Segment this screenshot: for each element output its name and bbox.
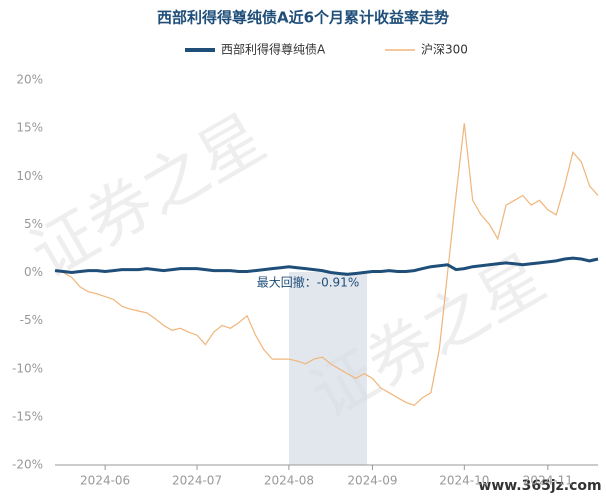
series-line bbox=[54, 256, 599, 276]
drawdown-shade bbox=[289, 272, 367, 465]
y-tick-label: 10% bbox=[16, 169, 43, 183]
series-line bbox=[54, 123, 599, 406]
watermark: 证券之星 bbox=[19, 101, 278, 293]
chart-title: 西部利得得尊纯债A近6个月累计收益率走势 bbox=[157, 9, 449, 27]
x-tick-label: 2024-11 bbox=[523, 474, 573, 488]
y-tick-label: -20% bbox=[12, 458, 43, 472]
y-tick-label: -10% bbox=[12, 361, 43, 375]
x-tick-label: 2024-09 bbox=[347, 474, 397, 488]
x-tick-label: 2024-08 bbox=[264, 474, 314, 488]
y-tick-label: 5% bbox=[24, 217, 43, 231]
legend-label: 西部利得得尊纯债A bbox=[221, 42, 326, 57]
y-tick-label: 15% bbox=[16, 121, 43, 135]
x-tick-label: 2024-10 bbox=[439, 474, 489, 488]
annotation: 最大回撤：-0.91% bbox=[257, 275, 359, 290]
legend-label: 沪深300 bbox=[421, 43, 468, 57]
y-tick-label: 20% bbox=[16, 73, 43, 87]
x-tick-label: 2024-06 bbox=[80, 474, 130, 488]
site-label: www.365jz.com bbox=[478, 478, 601, 494]
y-tick-label: -15% bbox=[12, 409, 43, 423]
x-tick-label: 2024-07 bbox=[172, 474, 222, 488]
y-tick-label: -5% bbox=[20, 313, 43, 327]
y-tick-label: 0% bbox=[24, 265, 43, 279]
